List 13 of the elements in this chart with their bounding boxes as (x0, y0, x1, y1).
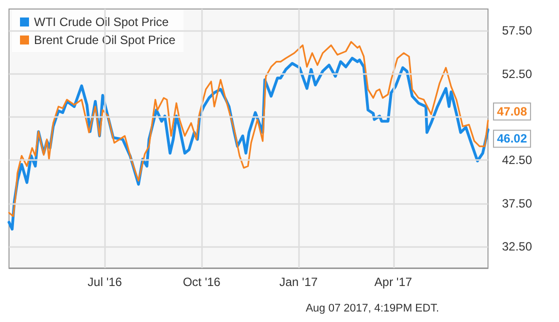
data-label: 47.08 (497, 104, 528, 119)
y-tick-label: 37.50 (502, 196, 532, 210)
x-tick-label: Jan '17 (279, 275, 318, 289)
y-tick-label: 32.50 (502, 239, 532, 254)
y-tick-label: 52.50 (502, 66, 532, 81)
x-tick-label: Oct '16 (182, 275, 221, 289)
data-label: 46.02 (497, 132, 528, 146)
x-tick-label: Jul '16 (88, 275, 122, 289)
legend-label: WTI Crude Oil Spot Price (34, 15, 170, 29)
x-tick-label: Apr '17 (374, 275, 412, 289)
y-tick-label: 42.50 (502, 153, 532, 168)
text: Aug 07 2017, 4:19PM EDT. (306, 302, 440, 314)
y-tick-label: 57.50 (502, 24, 532, 38)
